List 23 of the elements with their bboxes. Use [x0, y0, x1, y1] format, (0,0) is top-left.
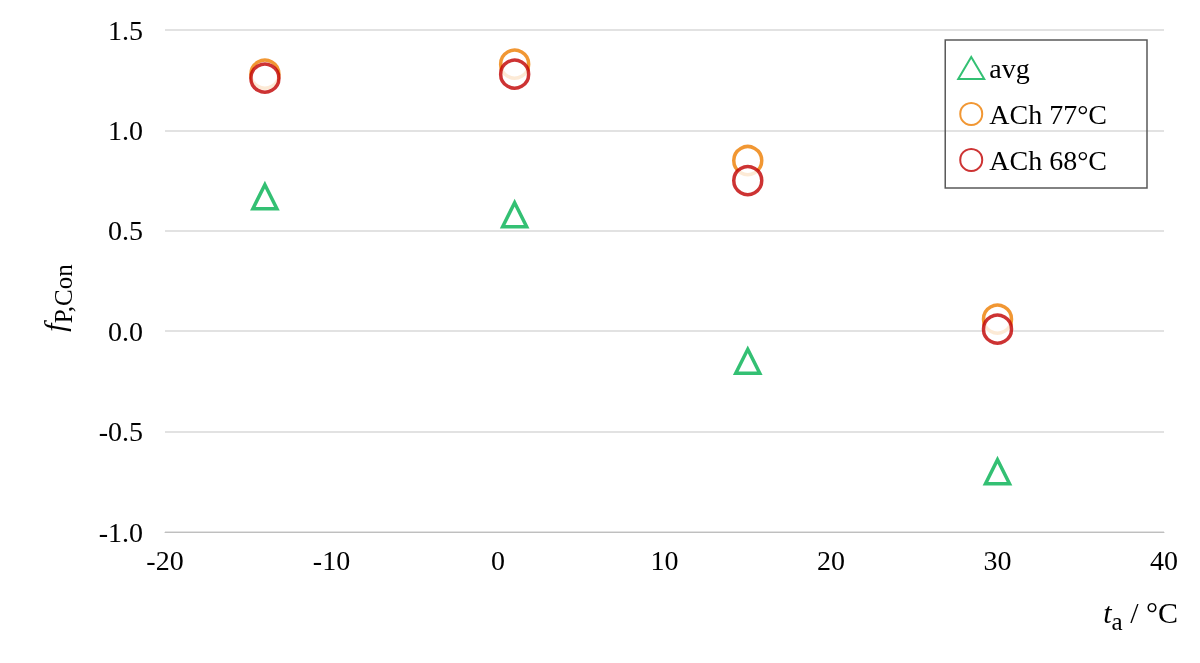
x-tick-label: 0 [491, 544, 505, 576]
y-tick-label: -0.5 [98, 416, 143, 448]
point [500, 198, 530, 229]
y-tick-label: 1.5 [108, 14, 143, 46]
y-tick-label: 0.5 [108, 215, 143, 247]
x-tick-label: -10 [312, 544, 351, 576]
y-tick-label: 1.0 [108, 114, 143, 146]
point [733, 345, 763, 376]
x-tick-label: 40 [1150, 544, 1178, 576]
point [732, 164, 764, 197]
point [498, 58, 531, 90]
legend-label: avg [989, 52, 1030, 84]
point [250, 180, 280, 211]
x-tick-label: 10 [650, 544, 679, 576]
x-tick-label: 20 [817, 544, 845, 576]
x-axis-title: t$_{a}$ / °C [1103, 596, 1178, 635]
x-tick-label: -20 [146, 544, 184, 576]
y-tick-label: 0.0 [108, 315, 143, 347]
y-tick-label: -1.0 [98, 516, 143, 548]
legend-label: ACh 68°C [989, 144, 1108, 176]
point [981, 313, 1014, 345]
legend-label: ACh 77°C [989, 98, 1108, 130]
x-tick-label: 30 [983, 544, 1012, 576]
